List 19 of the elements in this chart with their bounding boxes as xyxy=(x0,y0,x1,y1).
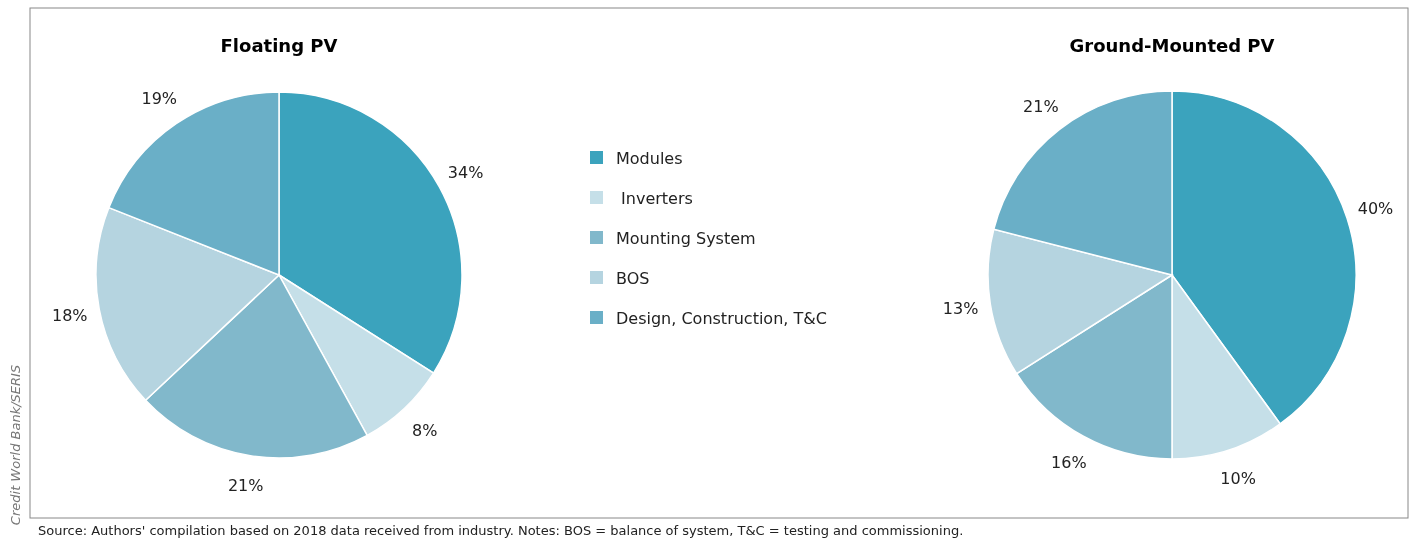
data-label: 40% xyxy=(1357,199,1394,219)
data-label: 18% xyxy=(51,305,88,325)
legend-label: Inverters xyxy=(616,188,693,208)
data-label: 10% xyxy=(1220,469,1256,489)
data-label: 8% xyxy=(412,420,438,440)
chart-title: Ground-Mounted PV xyxy=(1069,35,1275,56)
data-label: 13% xyxy=(942,299,979,319)
data-label: 16% xyxy=(1051,453,1087,473)
source-note: Source: Authors' compilation based on 2018 data received from industry. Notes: BOS = balance of system, T&C = testing and commissioning. xyxy=(38,522,964,538)
data-label: 34% xyxy=(447,162,484,182)
text: Credit World Bank/SERIS xyxy=(7,364,23,526)
chart-title: Floating PV xyxy=(220,35,338,56)
data-label: 19% xyxy=(141,89,178,109)
legend-label: Mounting System xyxy=(616,228,756,248)
legend-label: BOS xyxy=(616,268,650,288)
data-label: 21% xyxy=(1023,96,1059,116)
legend-label: Modules xyxy=(616,148,683,168)
legend-label: Design, Construction, T&C xyxy=(616,308,827,328)
data-label: 21% xyxy=(227,475,264,495)
